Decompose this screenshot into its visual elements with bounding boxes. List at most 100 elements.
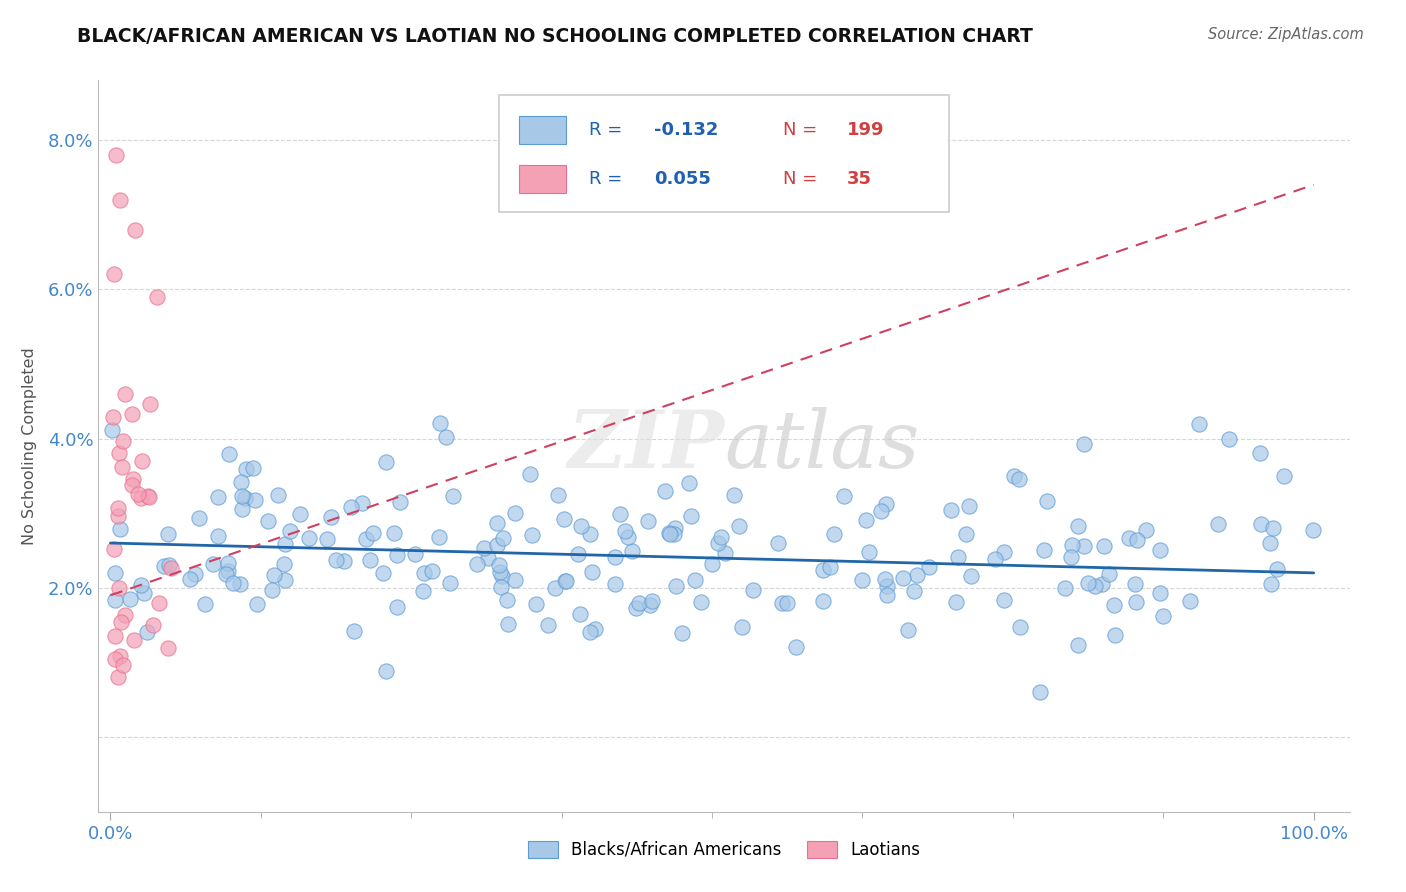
Point <box>1010 620 1032 634</box>
Point <box>939 502 962 516</box>
Point <box>609 507 631 521</box>
Point <box>578 527 600 541</box>
Text: Source: ZipAtlas.com: Source: ZipAtlas.com <box>1208 27 1364 42</box>
Point <box>235 491 257 506</box>
Point <box>1123 577 1146 591</box>
Point <box>148 596 170 610</box>
Point <box>388 495 411 509</box>
Point <box>104 652 127 666</box>
Point <box>1033 543 1056 558</box>
Point <box>496 593 519 607</box>
Point <box>503 573 526 587</box>
Point <box>273 573 295 587</box>
Point <box>486 516 509 530</box>
Point <box>160 561 183 575</box>
Text: 199: 199 <box>846 121 884 139</box>
Point <box>554 574 576 588</box>
Point <box>1029 684 1052 698</box>
Point <box>1073 437 1095 451</box>
Point <box>1073 539 1095 553</box>
Point <box>129 491 152 506</box>
Point <box>876 578 898 592</box>
Point <box>613 524 636 538</box>
Point <box>103 268 125 282</box>
Point <box>235 462 257 476</box>
Point <box>616 530 638 544</box>
Point <box>654 484 676 499</box>
Point <box>707 536 730 550</box>
Point <box>474 541 496 555</box>
Point <box>948 550 970 565</box>
Text: 0.055: 0.055 <box>654 170 711 188</box>
Point <box>664 526 686 541</box>
Point <box>918 559 941 574</box>
Point <box>263 567 285 582</box>
Text: N =: N = <box>783 170 823 188</box>
Point <box>110 615 132 629</box>
Point <box>316 533 339 547</box>
Point <box>1250 516 1272 531</box>
Point <box>1218 432 1240 446</box>
Point <box>869 504 891 518</box>
Point <box>1060 538 1083 552</box>
Point <box>1265 562 1288 576</box>
Point <box>298 531 321 545</box>
Point <box>1118 531 1140 545</box>
Point <box>519 467 541 481</box>
Point <box>553 512 575 526</box>
Point <box>121 407 143 421</box>
Point <box>107 509 129 524</box>
Point <box>157 640 180 655</box>
Point <box>876 587 898 601</box>
Point <box>207 490 229 504</box>
Point <box>858 545 880 559</box>
Point <box>1104 628 1126 642</box>
Point <box>139 397 162 411</box>
Point <box>554 574 576 588</box>
Point <box>278 524 301 538</box>
Point <box>823 527 845 541</box>
Point <box>157 558 180 572</box>
Point <box>179 572 201 586</box>
Point <box>731 619 754 633</box>
Point <box>627 596 650 610</box>
Point <box>441 489 464 503</box>
Point <box>229 475 252 489</box>
Point <box>229 576 252 591</box>
Point <box>689 595 711 609</box>
Point <box>138 490 160 504</box>
Point <box>387 600 409 615</box>
Text: atlas: atlas <box>724 408 920 484</box>
Point <box>583 622 606 636</box>
Point <box>1152 608 1174 623</box>
Point <box>136 489 159 503</box>
Point <box>488 566 510 580</box>
Point <box>108 193 131 207</box>
FancyBboxPatch shape <box>519 116 567 144</box>
Point <box>142 618 165 632</box>
Point <box>194 597 217 611</box>
Point <box>875 572 897 586</box>
Point <box>111 434 134 448</box>
Point <box>905 567 928 582</box>
Point <box>107 670 129 684</box>
Point <box>257 514 280 528</box>
Point <box>101 423 124 437</box>
Point <box>184 566 207 581</box>
Point <box>679 508 702 523</box>
Point <box>1092 539 1115 553</box>
Point <box>813 563 835 577</box>
Point <box>544 582 567 596</box>
Point <box>242 461 264 475</box>
Point <box>127 487 149 501</box>
Point <box>412 584 434 599</box>
Point <box>955 526 977 541</box>
Point <box>333 554 356 568</box>
Point <box>960 569 983 583</box>
Point <box>664 521 686 535</box>
Point <box>267 488 290 502</box>
Point <box>1188 417 1211 431</box>
Point <box>101 410 124 425</box>
Point <box>1077 576 1099 591</box>
Point <box>429 416 451 430</box>
